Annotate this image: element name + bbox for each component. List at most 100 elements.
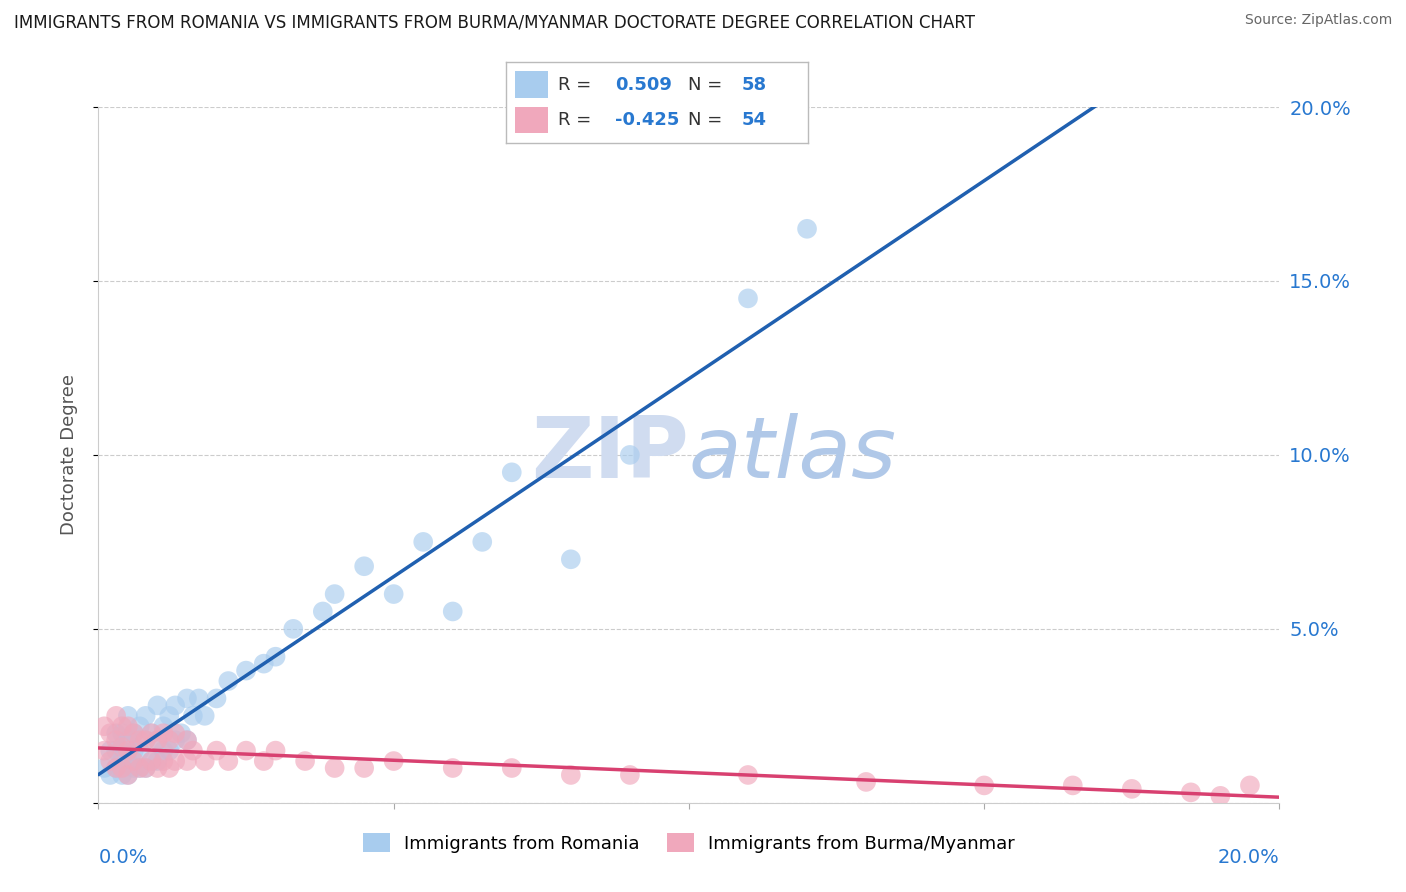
Point	[111, 726, 134, 740]
Point	[165, 733, 187, 747]
Point	[181, 744, 204, 758]
Y-axis label: Doctorate Degree: Doctorate Degree	[59, 375, 77, 535]
Point	[187, 691, 209, 706]
Point	[353, 559, 375, 574]
Point	[737, 768, 759, 782]
Point	[117, 719, 139, 733]
Point	[1180, 785, 1202, 799]
Point	[111, 754, 134, 768]
Point	[323, 761, 346, 775]
Point	[1239, 778, 1261, 792]
Text: 54: 54	[742, 111, 766, 128]
Point	[205, 691, 228, 706]
Point	[165, 754, 187, 768]
Point	[253, 754, 276, 768]
Point	[264, 744, 287, 758]
Point	[111, 740, 134, 755]
Point	[152, 754, 174, 768]
Point	[105, 708, 128, 723]
Point	[146, 733, 169, 747]
Point	[111, 744, 134, 758]
Point	[157, 708, 180, 723]
Point	[98, 754, 121, 768]
Point	[141, 754, 163, 768]
Point	[264, 649, 287, 664]
Point	[1209, 789, 1232, 803]
Point	[619, 448, 641, 462]
Point	[152, 726, 174, 740]
Point	[194, 754, 217, 768]
Point	[619, 768, 641, 782]
Point	[382, 754, 405, 768]
Point	[135, 761, 157, 775]
Point	[141, 726, 163, 740]
Point	[796, 221, 818, 235]
Point	[146, 761, 169, 775]
Text: atlas: atlas	[689, 413, 897, 497]
Point	[98, 726, 121, 740]
Point	[105, 733, 128, 747]
Point	[128, 719, 150, 733]
Text: R =: R =	[558, 111, 596, 128]
Point	[235, 744, 257, 758]
Text: 0.509: 0.509	[614, 76, 672, 94]
Text: N =: N =	[688, 111, 727, 128]
Point	[235, 664, 257, 678]
Point	[146, 698, 169, 713]
Point	[146, 733, 169, 747]
Point	[217, 754, 239, 768]
Text: ZIP: ZIP	[531, 413, 689, 497]
Point	[122, 744, 145, 758]
Point	[93, 719, 115, 733]
Point	[157, 761, 180, 775]
Text: 0.0%: 0.0%	[98, 848, 148, 867]
Point	[855, 775, 877, 789]
Point	[560, 552, 582, 566]
Point	[501, 466, 523, 480]
Point	[135, 761, 157, 775]
Point	[501, 761, 523, 775]
Point	[157, 744, 180, 758]
Text: R =: R =	[558, 76, 596, 94]
Text: -0.425: -0.425	[614, 111, 679, 128]
Legend: Immigrants from Romania, Immigrants from Burma/Myanmar: Immigrants from Romania, Immigrants from…	[356, 826, 1022, 860]
Text: 58: 58	[742, 76, 768, 94]
Text: N =: N =	[688, 76, 727, 94]
Point	[176, 754, 198, 768]
Point	[128, 761, 150, 775]
Point	[111, 719, 134, 733]
Point	[111, 768, 134, 782]
Point	[441, 605, 464, 619]
Text: IMMIGRANTS FROM ROMANIA VS IMMIGRANTS FROM BURMA/MYANMAR DOCTORATE DEGREE CORREL: IMMIGRANTS FROM ROMANIA VS IMMIGRANTS FR…	[14, 13, 974, 31]
Point	[105, 744, 128, 758]
Point	[135, 733, 157, 747]
Point	[111, 761, 134, 775]
Point	[105, 761, 128, 775]
Point	[157, 733, 180, 747]
Point	[205, 744, 228, 758]
Point	[1121, 781, 1143, 796]
Point	[98, 768, 121, 782]
Point	[471, 534, 494, 549]
Point	[1062, 778, 1084, 792]
Point	[93, 761, 115, 775]
Point	[122, 726, 145, 740]
Point	[176, 733, 198, 747]
Point	[122, 726, 145, 740]
Point	[312, 605, 335, 619]
Point	[141, 726, 163, 740]
Point	[122, 761, 145, 775]
Point	[194, 708, 217, 723]
Point	[253, 657, 276, 671]
Point	[165, 698, 187, 713]
Point	[117, 744, 139, 758]
Point	[135, 708, 157, 723]
Point	[122, 754, 145, 768]
Point	[117, 768, 139, 782]
Point	[98, 744, 121, 758]
Point	[176, 691, 198, 706]
Point	[217, 674, 239, 689]
Point	[93, 744, 115, 758]
Point	[146, 754, 169, 768]
Bar	[515, 107, 548, 133]
